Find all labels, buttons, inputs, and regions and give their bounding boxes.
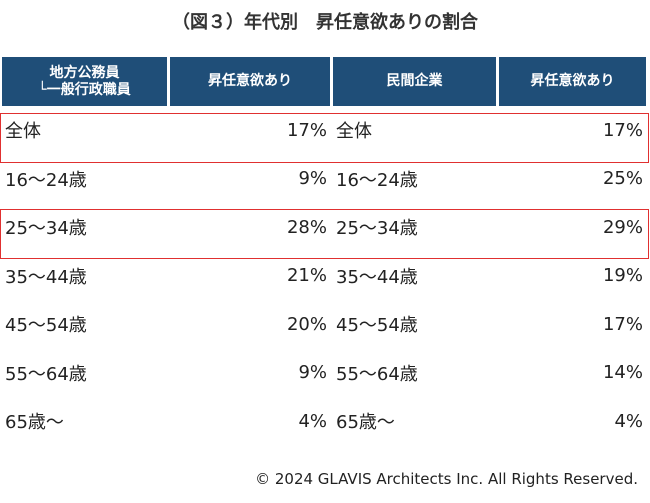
row-value: 9% (298, 168, 327, 190)
private-company-table: 民間企業 昇任意欲あり 全体 17% 16～24歳 25% 25～34歳 29% 35～44… (333, 57, 646, 446)
row-value: 17% (602, 119, 643, 141)
table-header: 地方公務員 └一般行政職員 昇任意欲あり (2, 57, 330, 106)
table-row: 35～44歳 19% (333, 252, 646, 301)
row-label: 55～64歳 (336, 363, 418, 385)
row-label: 65歳～ (336, 412, 395, 434)
public-servant-table: 地方公務員 └一般行政職員 昇任意欲あり 全体 17% 16～24歳 9% 25～34歳… (2, 57, 330, 446)
row-label: 45～54歳 (336, 315, 418, 337)
table-row: 全体 17% (333, 106, 646, 155)
table-row: 16～24歳 9% (2, 155, 330, 204)
row-value: 9% (298, 362, 327, 384)
table-row: 全体 17% (2, 106, 330, 155)
row-value: 28% (286, 216, 327, 238)
table-row: 55～64歳 9% (2, 349, 330, 398)
row-value: 17% (286, 119, 327, 141)
row-label: 45～54歳 (5, 315, 87, 337)
chart-title: （図３）年代別 昇任意欲ありの割合 (172, 12, 478, 33)
table-row: 65歳～ 4% (333, 397, 646, 446)
table-header: 民間企業 昇任意欲あり (333, 57, 646, 106)
table-row: 55～64歳 14% (333, 349, 646, 398)
row-label: 16～24歳 (5, 169, 87, 191)
header-category: 地方公務員 └一般行政職員 (2, 57, 167, 106)
row-label: 16～24歳 (336, 169, 418, 191)
row-value: 20% (286, 313, 327, 335)
table-row: 35～44歳 21% (2, 252, 330, 301)
copyright-footer: © 2024 GLAVIS Architects Inc. All Rights… (255, 470, 638, 488)
row-label: 25～34歳 (336, 218, 418, 240)
table-row: 25～34歳 29% (333, 203, 646, 252)
header-value: 昇任意欲あり (170, 57, 330, 106)
header-value: 昇任意欲あり (499, 57, 646, 106)
row-value: 17% (602, 313, 643, 335)
table-body: 全体 17% 16～24歳 9% 25～34歳 28% 35～44歳 21% 45～54歳 20%… (2, 106, 330, 446)
row-value: 4% (614, 410, 643, 432)
row-label: 全体 (5, 121, 41, 143)
table-row: 45～54歳 17% (333, 300, 646, 349)
row-value: 4% (298, 410, 327, 432)
row-value: 14% (602, 362, 643, 384)
row-label: 35～44歳 (5, 266, 87, 288)
row-value: 21% (286, 265, 327, 287)
row-label: 65歳～ (5, 412, 64, 434)
row-label: 全体 (336, 121, 372, 143)
table-row: 25～34歳 28% (2, 203, 330, 252)
row-label: 35～44歳 (336, 266, 418, 288)
header-category: 民間企業 (333, 57, 496, 106)
row-value: 25% (602, 168, 643, 190)
table-row: 65歳～ 4% (2, 397, 330, 446)
table-body: 全体 17% 16～24歳 25% 25～34歳 29% 35～44歳 19% 45～54歳 17… (333, 106, 646, 446)
row-value: 19% (602, 265, 643, 287)
row-label: 55～64歳 (5, 363, 87, 385)
row-value: 29% (602, 216, 643, 238)
table-row: 45～54歳 20% (2, 300, 330, 349)
table-row: 16～24歳 25% (333, 155, 646, 204)
row-label: 25～34歳 (5, 218, 87, 240)
